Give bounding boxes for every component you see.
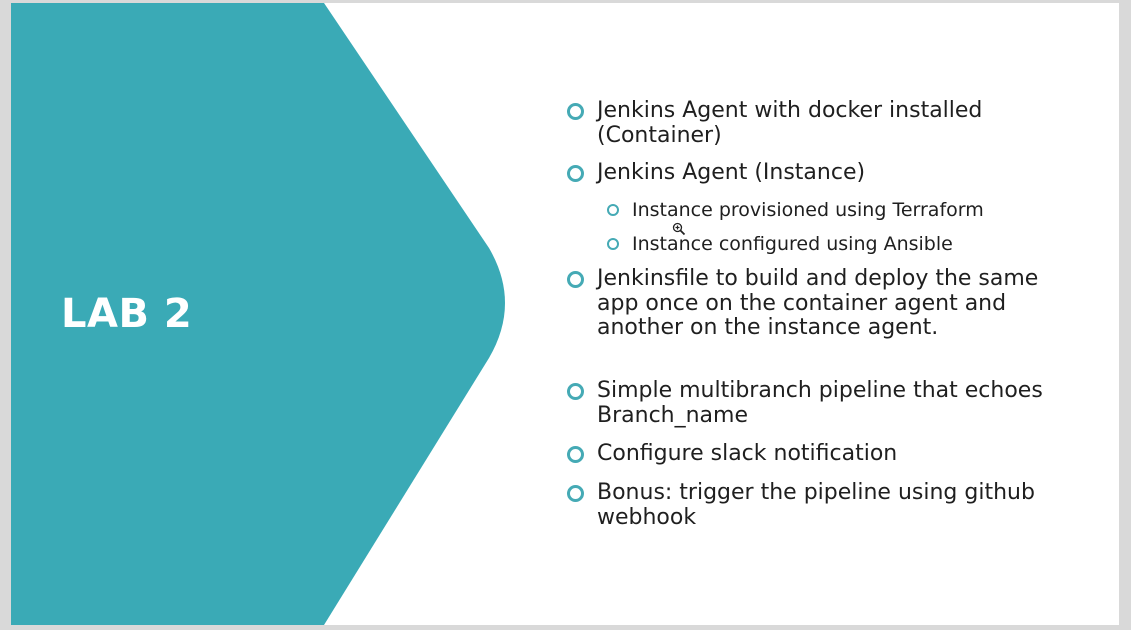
chevron-shape: [11, 3, 505, 625]
bullet-text: Jenkinsfile to build and deploy the same…: [597, 266, 1039, 340]
slide-title: LAB 2: [61, 291, 193, 337]
bullet-item: Jenkinsfile to build and deploy the same…: [566, 266, 1046, 341]
sub-bullet-item: Instance provisioned using Terraform: [606, 199, 1026, 221]
hollow-circle-icon: [567, 103, 584, 120]
bullet-item: Bonus: trigger the pipeline using github…: [566, 480, 1046, 530]
bullet-text: Jenkins Agent (Instance): [597, 160, 866, 185]
bullet-item: Simple multibranch pipeline that echoes …: [566, 378, 1046, 428]
bullet-item: Jenkins Agent with docker installed (Con…: [566, 98, 1046, 148]
sub-bullet-text: Instance provisioned using Terraform: [632, 199, 984, 221]
hollow-circle-icon: [567, 271, 584, 288]
bullet-item: Jenkins Agent (Instance): [566, 160, 1046, 186]
sub-bullet-text: Instance configured using Ansible: [632, 233, 953, 255]
hollow-circle-icon: [567, 485, 584, 502]
hollow-circle-icon: [567, 383, 584, 400]
hollow-circle-icon: [607, 238, 619, 250]
bullet-item: Configure slack notification: [566, 441, 1046, 467]
zoom-in-icon: [672, 222, 686, 236]
hollow-circle-icon: [567, 446, 584, 463]
hollow-circle-icon: [567, 165, 584, 182]
slide: LAB 2 Jenkins Agent with docker installe…: [11, 3, 1119, 625]
sub-bullet-item: Instance configured using Ansible: [606, 233, 1026, 255]
hollow-circle-icon: [607, 204, 619, 216]
bullet-text: Bonus: trigger the pipeline using github…: [597, 480, 1035, 530]
bullet-text: Simple multibranch pipeline that echoes …: [597, 378, 1043, 428]
bullet-text: Configure slack notification: [597, 441, 898, 466]
bullet-text: Jenkins Agent with docker installed (Con…: [597, 98, 983, 148]
